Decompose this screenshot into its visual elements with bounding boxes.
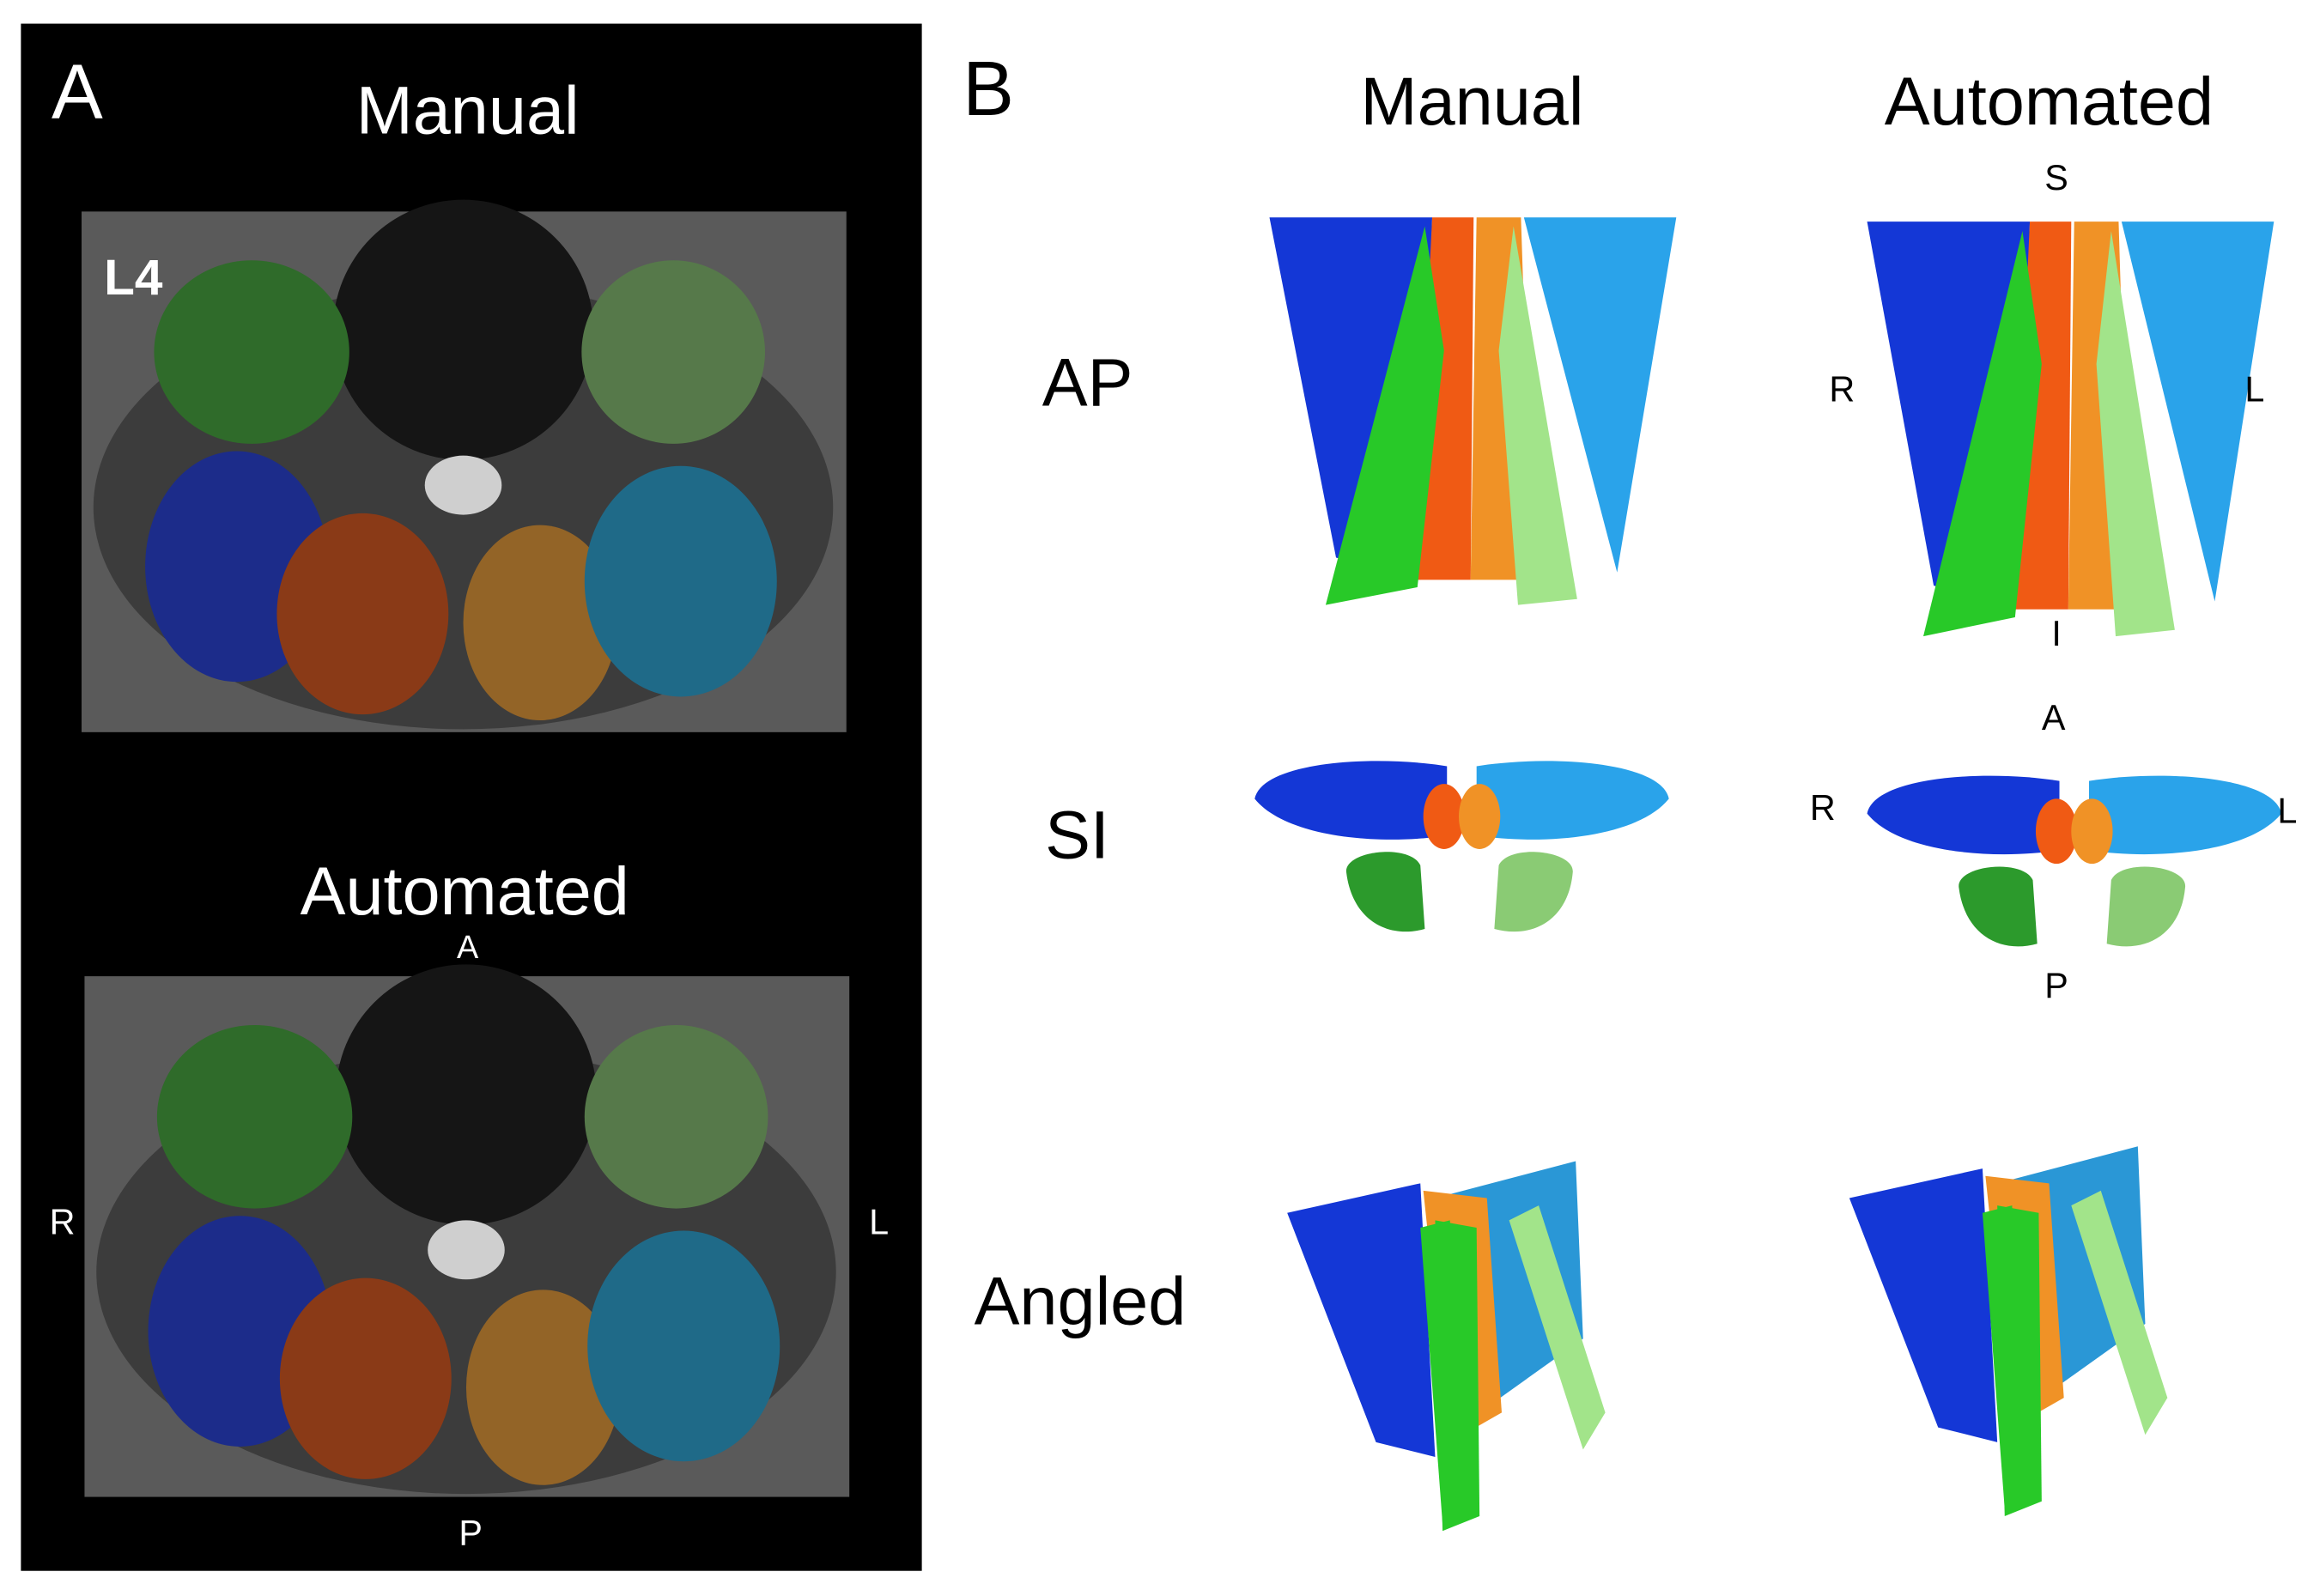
panel-label: A (52, 48, 103, 134)
orientation-label: A (2042, 698, 2066, 737)
panel-title: Automated (301, 853, 629, 929)
render-si-automated (1867, 775, 2281, 947)
level-label: L4 (104, 250, 163, 306)
orientation-label: L (2277, 792, 2297, 831)
panel-label: B (963, 46, 1014, 131)
column-title: Manual (1361, 63, 1584, 139)
row-label: Angled (975, 1262, 1187, 1338)
render-ap-automated (1867, 221, 2274, 637)
render-angled-manual (1287, 1161, 1606, 1532)
panel-title: Manual (356, 71, 580, 148)
mri-image (82, 199, 847, 732)
orientation-label: P (2044, 966, 2068, 1005)
orientation-label: S (2044, 158, 2068, 197)
render-ap-manual (1269, 217, 1677, 605)
render-angled-automated (1849, 1146, 2168, 1516)
orientation-label: A (457, 930, 479, 966)
orientation-label: I (2051, 614, 2061, 653)
row-label: AP (1042, 343, 1133, 420)
orientation-label: L (869, 1202, 889, 1241)
orientation-label: L (2244, 369, 2264, 409)
orientation-label: P (459, 1513, 483, 1552)
mri-image (84, 964, 850, 1497)
column-title: Automated (1885, 63, 2214, 139)
orientation-label: R (1810, 788, 1836, 828)
orientation-label: R (50, 1202, 76, 1241)
orientation-label: R (1829, 369, 1855, 409)
render-si-manual (1254, 761, 1669, 932)
row-label: SI (1045, 797, 1109, 873)
